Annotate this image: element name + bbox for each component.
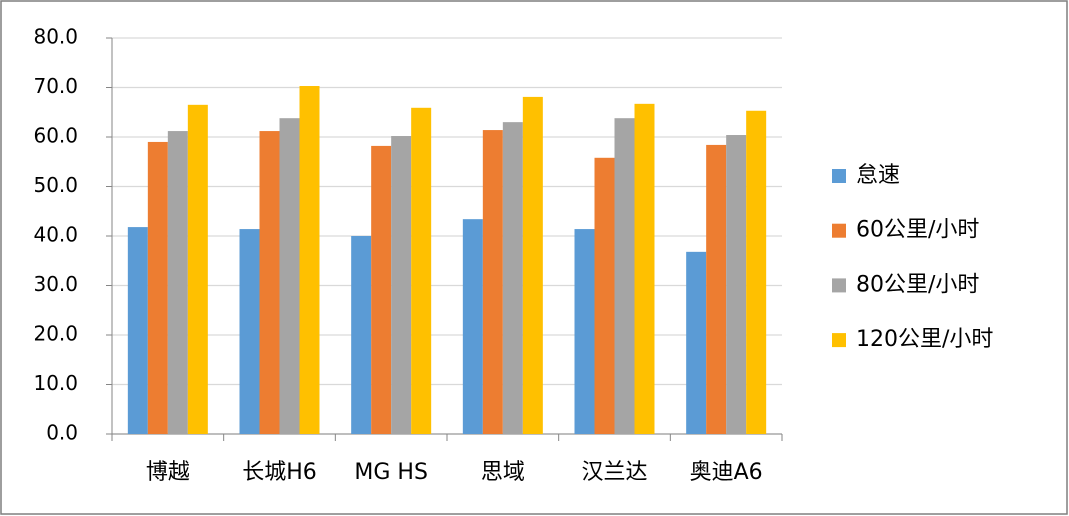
bar (686, 251, 707, 434)
legend-label: 60公里/小时 (856, 218, 979, 243)
bar (411, 107, 432, 435)
bar (574, 229, 595, 434)
bar (706, 144, 727, 435)
bar (371, 145, 392, 434)
x-tick-label: 汉兰达 (581, 460, 647, 485)
x-tick-label: 奥迪A6 (690, 460, 763, 485)
bar (239, 229, 260, 434)
bar (279, 118, 300, 434)
bar (614, 118, 635, 434)
x-tick-label: 长城H6 (242, 460, 317, 485)
legend-label: 120公里/小时 (856, 327, 993, 352)
legend-label: 80公里/小时 (856, 272, 979, 297)
bar (634, 103, 655, 435)
y-tick-label: 40.0 (33, 223, 78, 247)
x-tick-label: 博越 (146, 460, 190, 485)
bar (482, 130, 503, 434)
y-tick-label: 70.0 (33, 74, 78, 98)
y-tick-label: 80.0 (33, 25, 78, 49)
y-tick-label: 30.0 (33, 272, 78, 296)
legend-swatch (832, 169, 846, 183)
y-tick-label: 50.0 (33, 173, 78, 197)
bar (391, 136, 412, 434)
x-tick-label: MG HS (354, 460, 428, 485)
bar (502, 122, 523, 435)
y-tick-label: 60.0 (33, 124, 78, 148)
bar (167, 131, 188, 434)
legend-swatch (832, 278, 846, 293)
bar (746, 110, 767, 434)
bar (462, 219, 483, 434)
bar (127, 227, 148, 434)
bar (147, 141, 168, 434)
bar (299, 86, 320, 434)
legend-label: 怠速 (856, 163, 900, 188)
legend-swatch (832, 223, 846, 238)
bar (726, 135, 747, 434)
legend-swatch (832, 333, 846, 348)
y-tick-label: 20.0 (33, 322, 78, 346)
bar (187, 104, 208, 434)
bar (351, 236, 372, 434)
y-tick-label: 10.0 (33, 371, 78, 395)
bar (259, 131, 280, 434)
bar (594, 157, 615, 435)
y-tick-label: 0.0 (46, 421, 78, 445)
x-tick-label: 思域 (481, 460, 525, 485)
bar (522, 96, 543, 434)
